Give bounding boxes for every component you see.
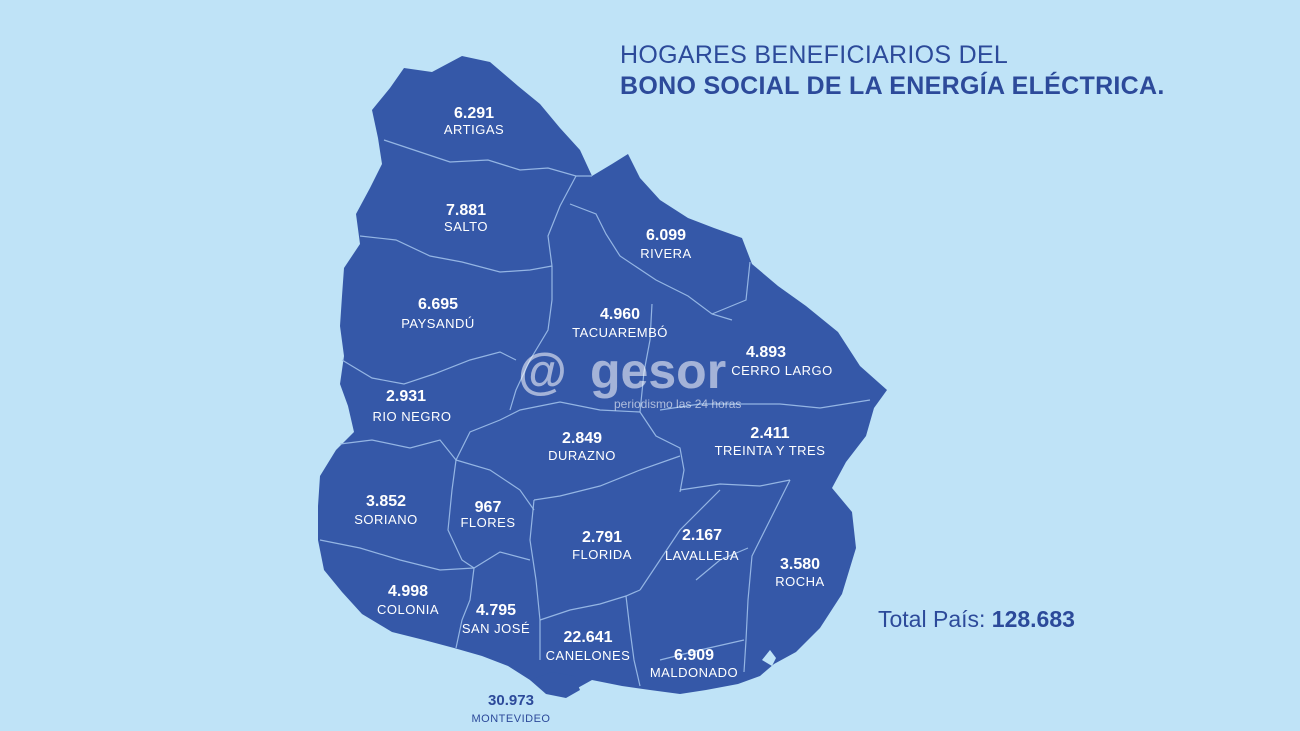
label-salto: 7.881 SALTO — [444, 202, 488, 234]
department-name: PAYSANDÚ — [401, 316, 475, 331]
department-value: 6.695 — [418, 296, 458, 313]
department-name: MONTEVIDEO — [472, 713, 551, 725]
watermark-brand: gesor — [590, 343, 726, 399]
department-value: 4.960 — [600, 306, 640, 323]
department-name: COLONIA — [377, 602, 439, 617]
total-label: Total País: — [878, 606, 985, 632]
department-name: TREINTA Y TRES — [715, 443, 826, 458]
watermark-tagline: periodismo las 24 horas — [614, 397, 741, 411]
label-rocha: 3.580 ROCHA — [775, 556, 824, 589]
department-name: RIVERA — [640, 246, 691, 261]
department-name: ROCHA — [775, 574, 824, 589]
department-name: FLORES — [460, 515, 515, 530]
department-value: 2.791 — [582, 529, 622, 546]
department-value: 30.973 — [488, 692, 534, 709]
department-name: CANELONES — [546, 648, 631, 663]
department-name: DURAZNO — [548, 448, 616, 463]
department-name: FLORIDA — [572, 547, 632, 562]
department-name: SORIANO — [354, 512, 417, 527]
department-value: 2.849 — [562, 430, 602, 447]
department-name: TACUAREMBÓ — [572, 325, 668, 340]
department-value: 2.411 — [750, 425, 789, 442]
department-value: 4.893 — [746, 344, 786, 361]
total-country: Total País: 128.683 — [878, 606, 1075, 633]
department-name: CERRO LARGO — [731, 363, 833, 378]
department-value: 22.641 — [564, 629, 613, 646]
department-value: 4.795 — [476, 602, 516, 619]
total-value: 128.683 — [992, 606, 1075, 632]
department-name: RIO NEGRO — [373, 409, 452, 424]
department-value: 6.909 — [674, 647, 714, 664]
department-value: 967 — [475, 499, 502, 516]
department-name: SAN JOSÉ — [462, 621, 530, 636]
department-name: ARTIGAS — [444, 122, 504, 137]
watermark-at: @ — [518, 343, 567, 399]
department-value: 4.998 — [388, 583, 428, 600]
department-value: 7.881 — [446, 202, 486, 219]
department-name: LAVALLEJA — [665, 548, 739, 563]
title-line-2: BONO SOCIAL DE LA ENERGÍA ELÉCTRICA. — [620, 70, 1165, 102]
department-value: 6.099 — [646, 227, 686, 244]
department-name: SALTO — [444, 219, 488, 234]
label-montevideo: 30.973 MONTEVIDEO — [472, 692, 551, 725]
department-value: 3.852 — [366, 493, 406, 510]
title-line-1: HOGARES BENEFICIARIOS DEL — [620, 40, 1165, 70]
page-title: HOGARES BENEFICIARIOS DEL BONO SOCIAL DE… — [620, 40, 1165, 102]
department-name: MALDONADO — [650, 665, 738, 680]
department-value: 2.931 — [386, 388, 426, 405]
department-value: 6.291 — [454, 105, 494, 122]
department-value: 3.580 — [780, 556, 820, 573]
department-value: 2.167 — [682, 527, 722, 544]
